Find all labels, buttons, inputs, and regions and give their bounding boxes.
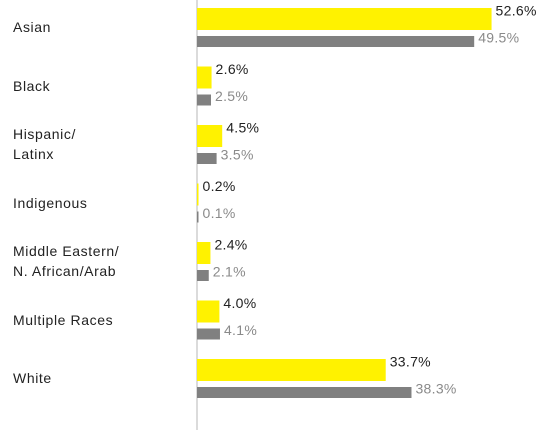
value-label: 2.6% xyxy=(216,61,249,77)
category-label: Asian xyxy=(13,19,52,35)
category-label: Hispanic/ Latinx xyxy=(13,126,76,162)
bar xyxy=(197,36,475,47)
bar xyxy=(197,153,217,164)
category-label: Indigenous xyxy=(13,194,88,211)
value-label: 2.1% xyxy=(213,264,246,280)
bar xyxy=(197,211,199,223)
value-label: 4.1% xyxy=(224,322,257,338)
bar xyxy=(197,300,220,323)
bar xyxy=(197,125,223,147)
value-label: 0.1% xyxy=(203,205,236,221)
value-label: 3.5% xyxy=(221,147,254,163)
value-label: 4.5% xyxy=(226,120,259,136)
category-label: White xyxy=(13,370,52,386)
bar xyxy=(197,8,492,30)
bar xyxy=(197,183,199,206)
bar xyxy=(197,328,220,340)
value-label: 38.3% xyxy=(415,381,456,397)
bar xyxy=(197,270,209,281)
value-label: 52.6% xyxy=(496,3,537,19)
value-label: 2.4% xyxy=(214,237,247,253)
category-label: Middle Eastern/ N. African/Arab xyxy=(13,243,120,279)
bar xyxy=(197,242,211,264)
bar xyxy=(197,66,212,89)
value-label: 33.7% xyxy=(390,354,431,370)
value-label: 2.5% xyxy=(215,88,248,104)
bar xyxy=(197,94,211,106)
value-label: 0.2% xyxy=(203,178,236,194)
value-label: 4.0% xyxy=(223,295,256,311)
category-label: Black xyxy=(13,77,51,94)
value-label: 49.5% xyxy=(478,30,519,46)
bar xyxy=(197,359,386,381)
bar xyxy=(197,387,412,398)
category-label: Multiple Races xyxy=(13,311,114,328)
